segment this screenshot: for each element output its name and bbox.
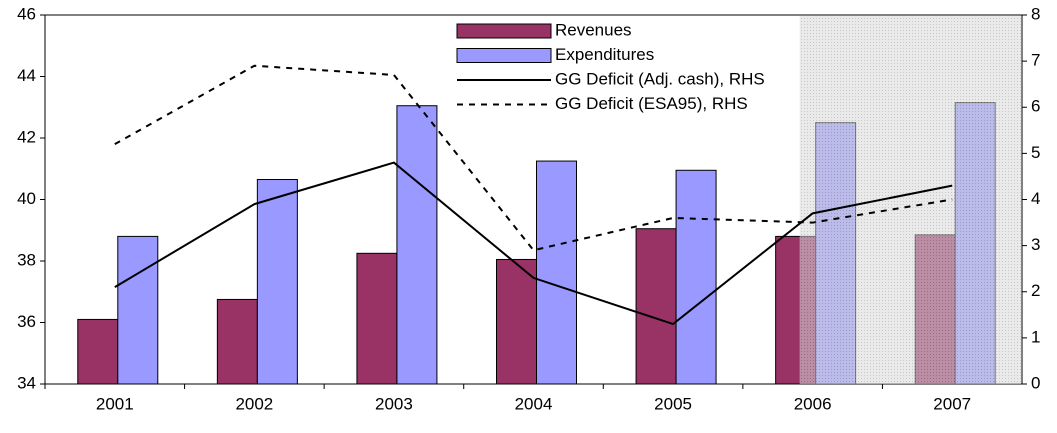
y2-tick-label: 3 xyxy=(1031,235,1040,254)
legend-label: GG Deficit (ESA95), RHS xyxy=(555,94,748,113)
x-tick-label: 2002 xyxy=(235,394,273,413)
line-series xyxy=(114,161,953,326)
y2-tick-label: 0 xyxy=(1031,373,1040,392)
y2-tick-label: 4 xyxy=(1031,189,1040,208)
bar xyxy=(496,258,537,385)
y2-tick-label: 7 xyxy=(1031,51,1040,70)
x-tick-label: 2003 xyxy=(375,394,413,413)
y2-tick-label: 6 xyxy=(1031,97,1040,116)
y-tick-label: 36 xyxy=(17,312,36,331)
bar xyxy=(356,252,398,385)
bar xyxy=(396,105,438,385)
legend-swatch xyxy=(456,48,552,63)
legend-label: Expenditures xyxy=(555,45,654,64)
y2-tick-label: 1 xyxy=(1031,327,1040,346)
x-tick-label: 2007 xyxy=(933,394,971,413)
line-series xyxy=(114,64,953,252)
y2-tick-label: 8 xyxy=(1031,4,1040,23)
y2-tick-label: 5 xyxy=(1031,143,1040,162)
bar xyxy=(536,160,577,385)
bar xyxy=(635,228,677,385)
bar xyxy=(117,235,159,385)
y-tick-label: 40 xyxy=(17,189,36,208)
x-tick-label: 2006 xyxy=(794,394,832,413)
legend-label: GG Deficit (Adj. cash), RHS xyxy=(555,69,765,88)
bar xyxy=(77,318,119,385)
bar xyxy=(216,298,258,385)
y-tick-label: 38 xyxy=(17,250,36,269)
bar xyxy=(675,169,717,385)
y-tick-label: 34 xyxy=(17,373,36,392)
y-tick-label: 44 xyxy=(17,66,36,85)
y-tick-label: 42 xyxy=(17,127,36,146)
x-tick-label: 2005 xyxy=(654,394,692,413)
legend-label: Revenues xyxy=(555,20,632,39)
bar xyxy=(256,179,298,385)
x-tick-label: 2001 xyxy=(96,394,134,413)
x-tick-label: 2004 xyxy=(515,394,553,413)
forecast-shade xyxy=(799,16,1021,384)
y-tick-label: 46 xyxy=(17,4,36,23)
legend-swatch xyxy=(456,23,552,39)
y2-tick-label: 2 xyxy=(1031,281,1040,300)
